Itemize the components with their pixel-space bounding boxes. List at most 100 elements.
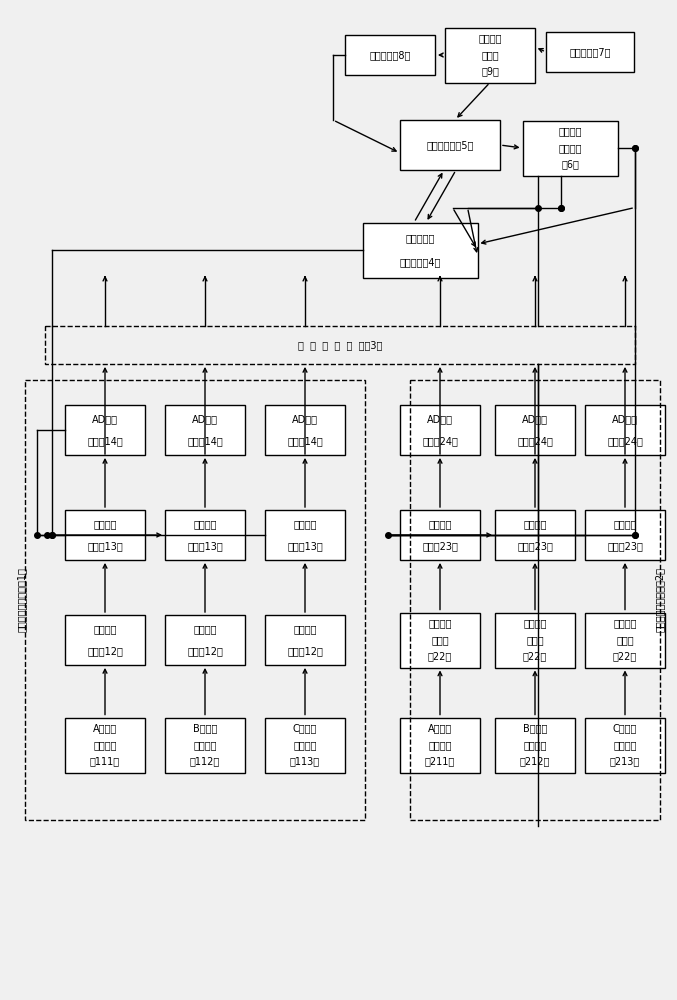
Text: 电路（23）: 电路（23） [607,541,643,551]
Text: （212）: （212） [520,757,550,767]
Text: 串并行数据: 串并行数据 [406,233,435,243]
Bar [523,120,617,176]
Bar [265,510,345,560]
Text: 电路（13）: 电路（13） [187,541,223,551]
Bar [495,612,575,668]
Bar [585,612,665,668]
Text: 光  耦  隔  离  电  路（3）: 光 耦 隔 离 电 路（3） [298,340,383,350]
Bar [265,615,345,665]
Text: 电路（23）: 电路（23） [422,541,458,551]
Text: （113）: （113） [290,757,320,767]
Bar [165,405,245,455]
Text: 输入端子: 输入端子 [293,740,317,750]
Text: （6）: （6） [561,160,579,170]
Text: （9）: （9） [481,67,499,77]
Text: C相电压: C相电压 [293,723,318,733]
Text: 有源补偿: 有源补偿 [523,618,547,628]
Text: 工控板: 工控板 [481,50,499,60]
Text: 控制电路: 控制电路 [559,143,582,153]
Text: 电路（24）: 电路（24） [422,436,458,446]
Text: 电路（14）: 电路（14） [287,436,323,446]
Bar [165,718,245,772]
Bar [495,405,575,455]
Text: 电阻分压: 电阻分压 [193,624,217,634]
Text: 电路（12）: 电路（12） [287,646,323,656]
Text: 电阻分压: 电阻分压 [93,624,116,634]
Text: AD转换: AD转换 [612,414,638,424]
Bar [546,32,634,72]
Text: 电阻分压: 电阻分压 [293,624,317,634]
Text: 程控运放: 程控运放 [193,519,217,529]
Text: 电路（13）: 电路（13） [287,541,323,551]
Text: 三相电压输入电路（1）: 三相电压输入电路（1） [17,568,27,632]
Text: 转换电路（4）: 转换电路（4） [399,257,441,267]
Bar [400,718,480,772]
Text: 互感器: 互感器 [431,635,449,645]
Bar [445,27,535,83]
Bar [65,405,145,455]
Text: C相电流: C相电流 [613,723,637,733]
Text: 微处理单元（5）: 微处理单元（5） [427,140,474,150]
Bar [362,223,477,277]
Text: 电路（14）: 电路（14） [87,436,123,446]
Bar [585,718,665,772]
Text: 三相电流输入电路（2）: 三相电流输入电路（2） [655,568,665,633]
Text: 采样时序: 采样时序 [559,126,582,136]
Text: A相电压: A相电压 [93,723,117,733]
Text: 电路（24）: 电路（24） [517,436,553,446]
Text: 电路（12）: 电路（12） [87,646,123,656]
Text: 输入端子: 输入端子 [429,740,452,750]
Text: （112）: （112） [190,757,220,767]
Text: 键盘单元（7）: 键盘单元（7） [569,47,611,57]
Text: 程控运放: 程控运放 [613,519,637,529]
Bar [400,510,480,560]
Bar [585,405,665,455]
Bar [345,35,435,75]
Text: （22）: （22） [613,652,637,662]
Text: B相电压: B相电压 [193,723,217,733]
Text: AD转换: AD转换 [192,414,218,424]
Bar [165,615,245,665]
Text: 程控运放: 程控运放 [523,519,547,529]
Text: AD转换: AD转换 [292,414,318,424]
Bar [65,510,145,560]
Text: B相电流: B相电流 [523,723,547,733]
Bar [265,405,345,455]
Text: 电路（24）: 电路（24） [607,436,643,446]
Text: AD转换: AD转换 [522,414,548,424]
Text: （213）: （213） [610,757,640,767]
Text: （111）: （111） [90,757,120,767]
Text: （22）: （22） [523,652,547,662]
Text: 输入端子: 输入端子 [523,740,547,750]
Text: AD转换: AD转换 [427,414,453,424]
Text: 输入端子: 输入端子 [93,740,116,750]
Text: 程控运放: 程控运放 [293,519,317,529]
Text: 电路（13）: 电路（13） [87,541,123,551]
Text: 电路（14）: 电路（14） [187,436,223,446]
Bar [495,510,575,560]
Bar [400,120,500,170]
Text: 输入端子: 输入端子 [193,740,217,750]
Text: AD转换: AD转换 [92,414,118,424]
Bar [45,326,635,364]
Bar [400,612,480,668]
Bar [400,405,480,455]
Bar [65,615,145,665]
Text: 显示单元（8）: 显示单元（8） [370,50,411,60]
Bar [265,718,345,772]
Text: 互感器: 互感器 [616,635,634,645]
Bar [165,510,245,560]
Text: 有源补偿: 有源补偿 [429,618,452,628]
Text: （211）: （211） [425,757,455,767]
Text: 程控运放: 程控运放 [429,519,452,529]
Bar [495,718,575,772]
Text: 程控运放: 程控运放 [93,519,116,529]
Text: （22）: （22） [428,652,452,662]
Bar [585,510,665,560]
Text: 电路（23）: 电路（23） [517,541,553,551]
Text: 输入端子: 输入端子 [613,740,637,750]
Text: A相电流: A相电流 [428,723,452,733]
Bar [25,380,365,820]
Bar [410,380,660,820]
Text: 有源补偿: 有源补偿 [613,618,637,628]
